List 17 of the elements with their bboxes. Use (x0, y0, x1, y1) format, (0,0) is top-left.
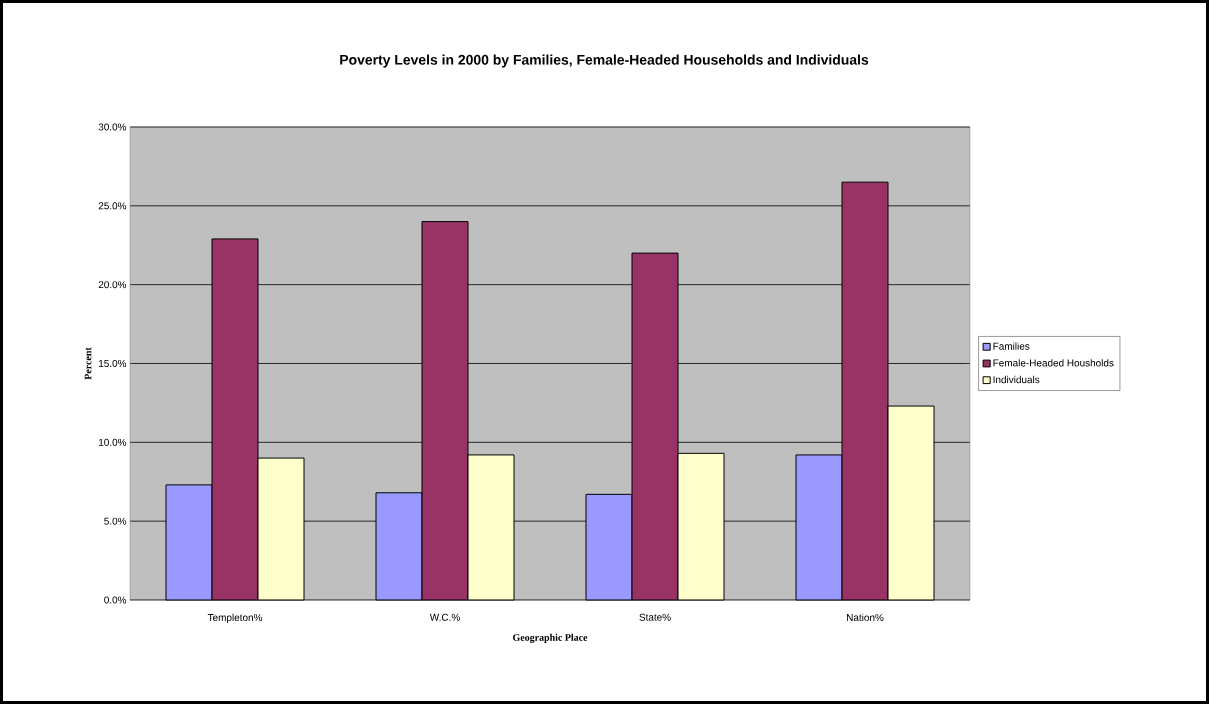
legend-label: Female-Headed Housholds (993, 359, 1114, 367)
y-axis-title: Percent (84, 347, 92, 380)
y-tick-label: 0.0% (104, 596, 127, 604)
legend-label: Families (993, 342, 1030, 350)
x-tick-label: W.C.% (429, 613, 460, 621)
x-axis-title: Geographic Place (513, 633, 588, 643)
y-tick-label: 10.0% (99, 438, 127, 446)
x-tick-label: Templeton% (207, 613, 263, 624)
x-tick-label: State% (639, 613, 671, 621)
x-tick-label: Nation% (846, 613, 884, 622)
y-tick-label: 25.0% (98, 202, 127, 210)
chart-title: Poverty Levels in 2000 by Families, Female-Headed Households and Individuals (340, 54, 869, 68)
y-tick-label: 15.0% (99, 359, 127, 368)
y-tick-label: 30.0% (98, 123, 127, 131)
legend-label: Individuals (993, 375, 1040, 384)
y-tick-label: 20.0% (98, 281, 127, 289)
y-tick-label: 5.0% (104, 517, 127, 525)
